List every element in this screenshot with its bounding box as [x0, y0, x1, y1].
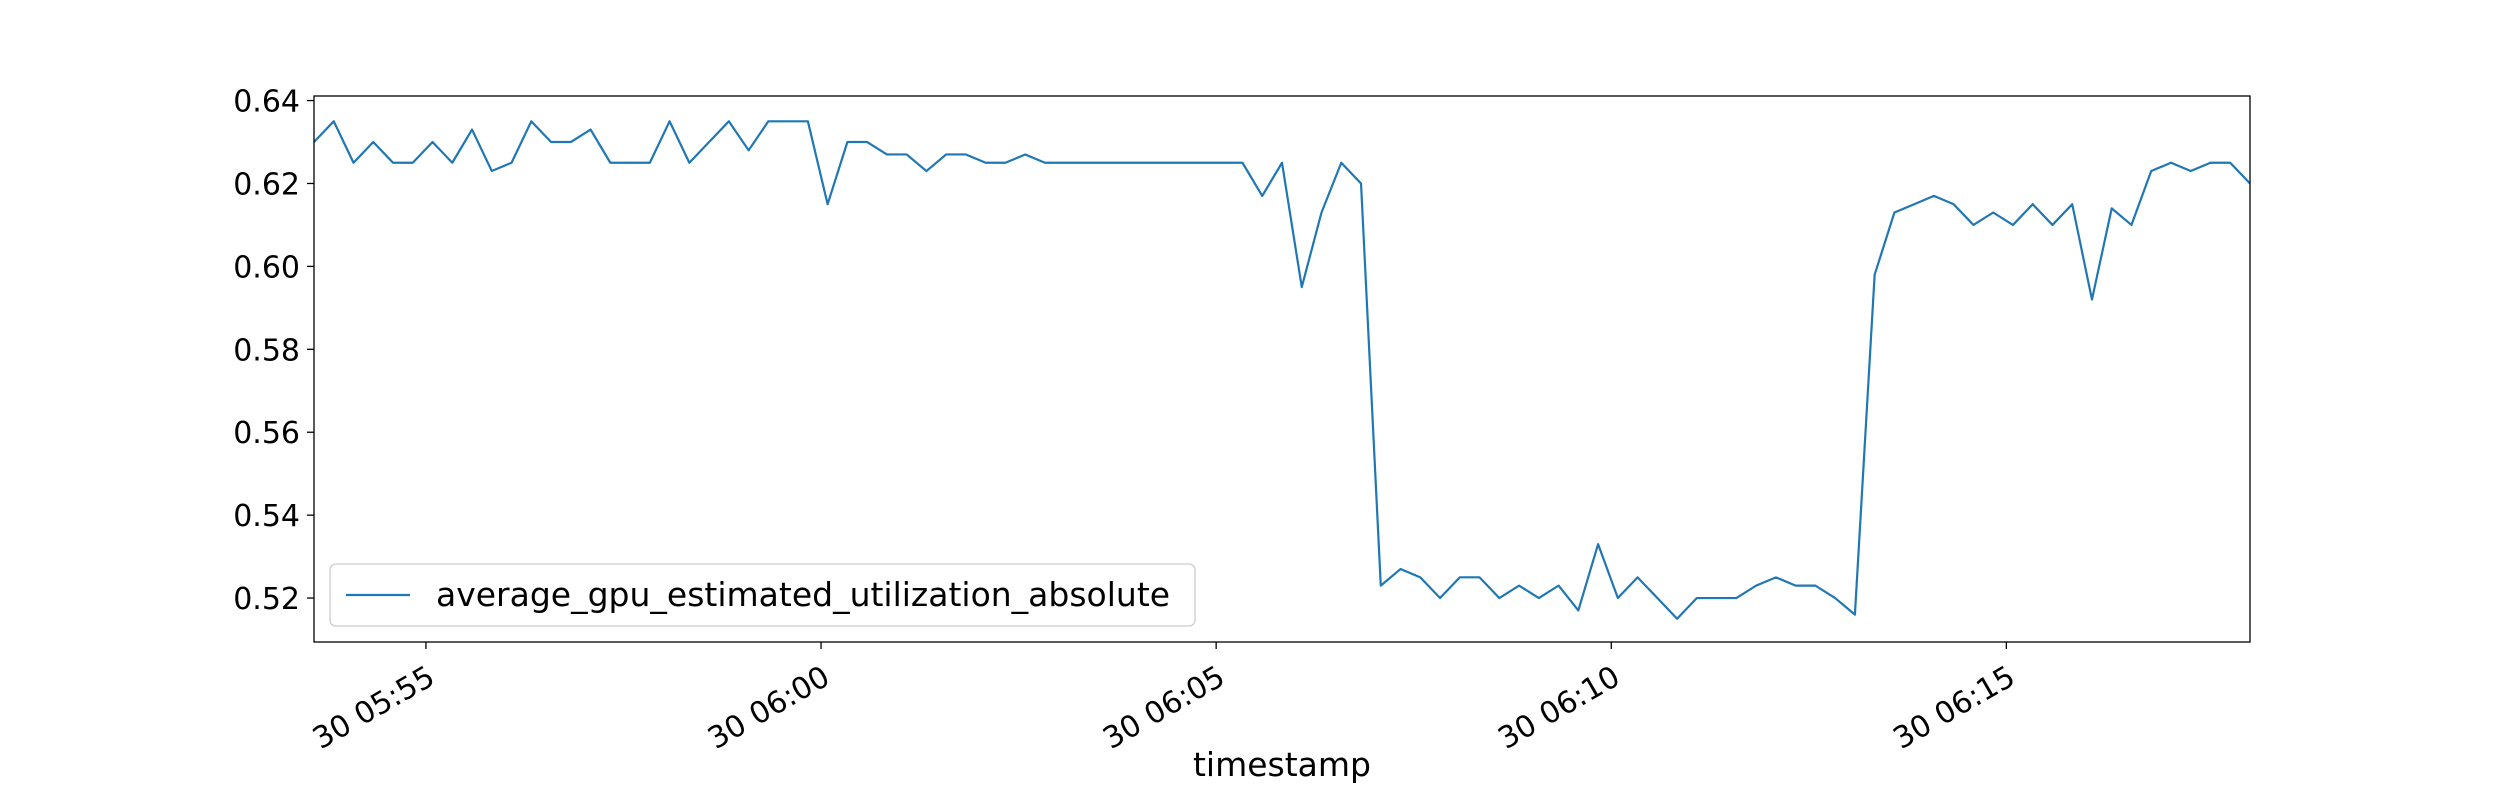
legend-label: average_gpu_estimated_utilization_absolu…: [436, 575, 1170, 614]
data-line: [313, 120, 2251, 620]
y-tick-label: 0.56: [233, 416, 300, 451]
x-tick-label: 30 06:00: [702, 659, 836, 756]
y-tick-label: 0.58: [233, 333, 300, 368]
x-tick-label: 30 06:15: [1887, 659, 2021, 756]
y-tick-label: 0.62: [233, 167, 300, 202]
y-tick-label: 0.54: [233, 499, 300, 534]
x-tick-label: 30 05:55: [307, 659, 441, 756]
plot-frame: [313, 95, 2251, 643]
y-tick-label: 0.60: [233, 250, 300, 285]
y-tick-label: 0.64: [233, 85, 300, 120]
x-tick-label: 30 06:05: [1097, 659, 1231, 756]
legend-box: [329, 563, 1196, 627]
y-tick-label: 0.52: [233, 582, 300, 617]
x-tick-label: 30 06:10: [1492, 659, 1626, 756]
x-axis-label: timestamp: [1193, 745, 1371, 784]
